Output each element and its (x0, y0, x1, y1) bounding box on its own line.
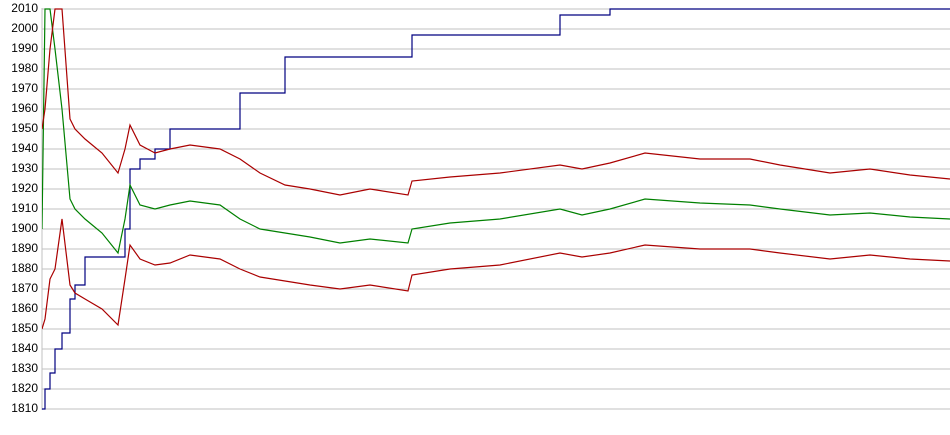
y-tick-label: 1990 (11, 41, 38, 55)
series-line (42, 8, 950, 410)
series-line (42, 8, 950, 196)
y-tick-label: 1860 (11, 301, 38, 315)
y-tick-label: 1970 (11, 81, 38, 95)
y-tick-label: 1830 (11, 361, 38, 375)
y-tick-label: 1810 (11, 401, 38, 415)
y-tick-label: 1900 (11, 221, 38, 235)
y-tick-label: 1920 (11, 181, 38, 195)
y-tick-label: 1940 (11, 141, 38, 155)
series-line (42, 218, 950, 330)
y-tick-label: 1950 (11, 121, 38, 135)
y-tick-label: 1820 (11, 381, 38, 395)
y-tick-label: 1960 (11, 101, 38, 115)
plot-area (42, 8, 950, 410)
y-tick-label: 1840 (11, 341, 38, 355)
y-tick-label: 1930 (11, 161, 38, 175)
y-tick-label: 1850 (11, 321, 38, 335)
y-tick-label: 1870 (11, 281, 38, 295)
y-tick-label: 1910 (11, 201, 38, 215)
series-line (42, 8, 950, 255)
y-tick-label: 2010 (11, 1, 38, 15)
y-tick-label: 1880 (11, 261, 38, 275)
y-tick-label: 1980 (11, 61, 38, 75)
y-tick-label: 2000 (11, 21, 38, 35)
y-tick-label: 1890 (11, 241, 38, 255)
